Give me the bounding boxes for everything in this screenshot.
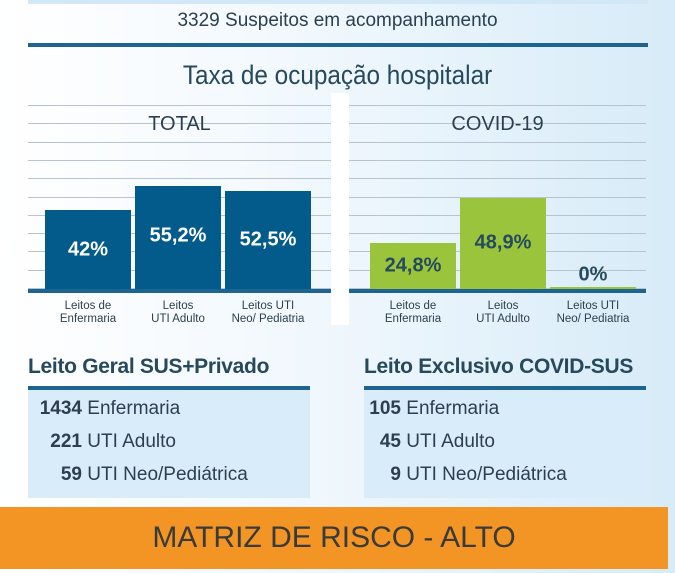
category-label: Leitos de Enfermaria: [365, 300, 461, 326]
covid-beds-title: Leito Exclusivo COVID-SUS: [364, 355, 634, 378]
bed-row: 59 UTI Neo/Pediátrica: [60, 464, 248, 485]
x-axis: [349, 289, 646, 293]
category-label: Leitos UTI Neo/ Pediatria: [220, 300, 316, 326]
gridline: [28, 105, 331, 106]
category-label-line: Enfermaria: [59, 313, 117, 325]
bar: [225, 190, 311, 289]
chart-covid: COVID-19 24,8% Leitos de Enfermaria 48,9% Le…: [349, 93, 646, 325]
bar: [550, 287, 636, 289]
gridline: [349, 123, 646, 125]
category-label-line: Leitos: [487, 300, 519, 312]
gridline: [28, 159, 331, 161]
bar-value-label: 52,5%: [239, 228, 297, 251]
gridline: [28, 123, 331, 125]
category-label-line: Leitos UTI: [241, 300, 295, 312]
bar-value-label: 55,2%: [149, 224, 207, 247]
bar: [370, 242, 456, 289]
general-beds-rule: [28, 386, 310, 390]
bed-row: 1434 Enfermaria: [39, 398, 181, 419]
bed-row: 45 UTI Adulto: [379, 431, 495, 452]
bar-value-label: 48,9%: [474, 231, 532, 254]
chart-total: TOTAL 42% Leitos de Enfermaria 55,2% Leitos U…: [28, 93, 331, 325]
bar: [135, 185, 221, 289]
suspects-count: 3329 Suspeitos em acompanhamento: [177, 10, 498, 31]
category-label-line: Neo/ Pediatria: [556, 313, 630, 325]
risk-banner: MATRIZ DE RISCO - ALTO: [0, 507, 668, 569]
top-strip: [28, 0, 648, 4]
general-beds-title: Leito Geral SUS+Privado: [28, 355, 270, 378]
gridline: [349, 196, 646, 198]
gridline: [349, 105, 646, 106]
category-label-line: Enfermaria: [384, 313, 442, 325]
gridline: [349, 159, 646, 161]
category-label: Leitos UTI Adulto: [130, 300, 226, 326]
chart-title: TOTAL: [148, 113, 211, 135]
category-label: Leitos de Enfermaria: [40, 300, 136, 326]
bed-row: 221 UTI Adulto: [50, 431, 176, 452]
gridline: [28, 141, 331, 143]
bar-value-label: 24,8%: [384, 254, 442, 277]
category-label-line: Leitos: [162, 300, 194, 312]
category-label-line: Neo/ Pediatria: [231, 313, 305, 325]
covid-beds-rule: [364, 386, 646, 390]
bar: [460, 197, 546, 289]
header-divider: [28, 43, 648, 47]
category-label-line: UTI Adulto: [151, 313, 205, 325]
gridline: [349, 141, 646, 143]
bar-value-label: 42%: [67, 238, 109, 261]
gridline: [349, 178, 646, 180]
x-axis: [28, 289, 331, 293]
panel-divider: [331, 93, 349, 325]
category-label: Leitos UTI Adulto: [455, 300, 551, 326]
covid-beds-box: 105 Enfermaria 45 UTI Adulto 9 UTI Neo/P…: [364, 390, 646, 498]
category-label: Leitos UTI Neo/ Pediatria: [545, 300, 641, 326]
general-beds-box: 1434 Enfermaria 221 UTI Adulto 59 UTI Ne…: [28, 390, 310, 498]
bed-row: 9 UTI Neo/Pediátrica: [390, 464, 567, 485]
category-label-line: Leitos de: [64, 300, 112, 312]
category-label-line: UTI Adulto: [476, 313, 530, 325]
bar-value-label: 0%: [578, 263, 608, 286]
chart-title: COVID-19: [451, 113, 544, 135]
category-label-line: Leitos UTI: [566, 300, 620, 312]
page-title: Taxa de ocupação hospitalar: [182, 60, 493, 90]
category-label-line: Leitos de: [389, 300, 437, 312]
bar: [45, 210, 131, 289]
gridline: [28, 178, 331, 180]
bed-row: 105 Enfermaria: [369, 398, 500, 419]
